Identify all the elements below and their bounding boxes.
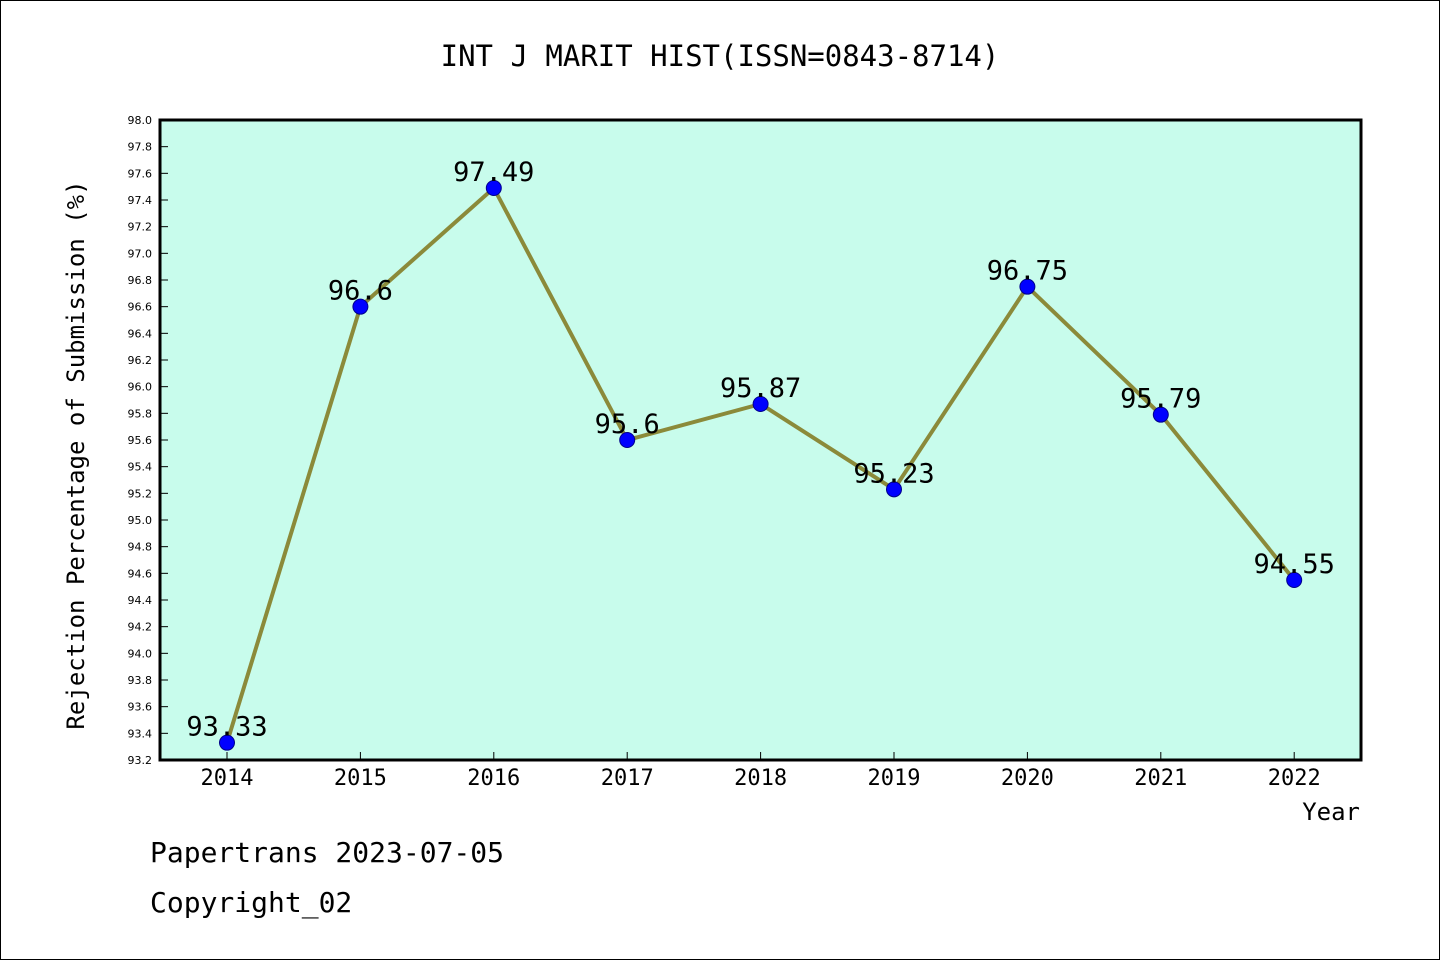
point-labels: 93.33 96.6 97.49 95.6 95.87 95.23 96.75 95.79 94… (186, 157, 1334, 743)
data-point (619, 432, 636, 448)
y-tick-label: 94.4 (128, 594, 153, 607)
x-tick-label: 2014 (201, 766, 254, 791)
y-tick-label: 94.8 (128, 541, 153, 554)
footer-date: Papertrans 2023-07-05 (150, 836, 505, 869)
x-tick-label: 2018 (734, 766, 787, 791)
x-tick-label: 2020 (1001, 766, 1054, 791)
x-tick-label: 2016 (467, 766, 520, 791)
data-point (1152, 406, 1169, 423)
y-axis-label: Rejection Percentage of Submission (%) (62, 180, 90, 729)
y-tick-label: 97.2 (128, 221, 153, 234)
y-tick-label: 93.2 (128, 754, 153, 767)
footer-copyright: Copyright_02 (150, 886, 353, 919)
y-tick-label: 93.4 (128, 727, 153, 740)
y-tick-label: 95.0 (128, 514, 153, 527)
y-tick-label: 93.6 (128, 701, 153, 714)
y-tick-label: 96.0 (128, 381, 153, 394)
data-label: 95.6 (595, 409, 660, 440)
data-point (219, 734, 235, 751)
y-tick-label: 96.6 (128, 301, 153, 314)
data-label: 96.6 (328, 276, 393, 307)
data-label: 94.55 (1254, 549, 1335, 580)
data-point (752, 396, 769, 412)
data-label: 95.87 (720, 373, 801, 404)
y-tick-label: 98.0 (128, 114, 153, 127)
y-axis-ticks: 93.2 93.4 93.6 93.8 94.0 94.2 94.4 94.6 94.8 95.0… (128, 114, 168, 767)
y-tick-label: 95.6 (128, 434, 153, 447)
y-tick-label: 97.4 (128, 194, 153, 207)
x-tick-label: 2022 (1268, 766, 1321, 791)
y-tick-label: 95.8 (128, 407, 153, 420)
y-tick-label: 97.6 (128, 167, 153, 180)
x-axis-label: Year (1302, 798, 1360, 826)
data-point (485, 180, 502, 196)
y-tick-label: 95.4 (128, 461, 153, 474)
y-tick-label: 94.2 (128, 621, 153, 634)
x-tick-label: 2015 (334, 766, 387, 791)
y-tick-label: 96.2 (128, 354, 153, 367)
data-label: 97.49 (453, 157, 534, 188)
data-point (1286, 572, 1303, 588)
data-label: 95.23 (853, 458, 934, 489)
y-tick-label: 95.2 (128, 487, 153, 500)
y-tick-label: 94.6 (128, 567, 153, 580)
y-tick-label: 94.0 (128, 647, 153, 660)
x-axis-ticks: 2014 2015 2016 2017 2018 2019 2020 2021 2022 (201, 752, 1321, 791)
data-point (352, 298, 369, 315)
y-tick-label: 96.4 (128, 327, 153, 340)
y-tick-label: 93.8 (128, 674, 153, 687)
data-label: 93.33 (186, 712, 267, 743)
data-label: 96.75 (987, 256, 1068, 287)
x-tick-label: 2021 (1134, 766, 1187, 791)
data-point (1019, 278, 1036, 295)
y-tick-label: 96.8 (128, 274, 153, 287)
data-label: 95.79 (1120, 384, 1201, 415)
plot-area (158, 118, 1363, 762)
chart-title: INT J MARIT HIST(ISSN=0843-8714) (441, 39, 1000, 73)
y-tick-label: 97.8 (128, 141, 153, 154)
data-point (886, 481, 902, 498)
y-tick-label: 97.0 (128, 247, 153, 260)
x-tick-label: 2017 (601, 766, 654, 791)
x-tick-label: 2019 (868, 766, 921, 791)
series-markers (219, 180, 1303, 751)
